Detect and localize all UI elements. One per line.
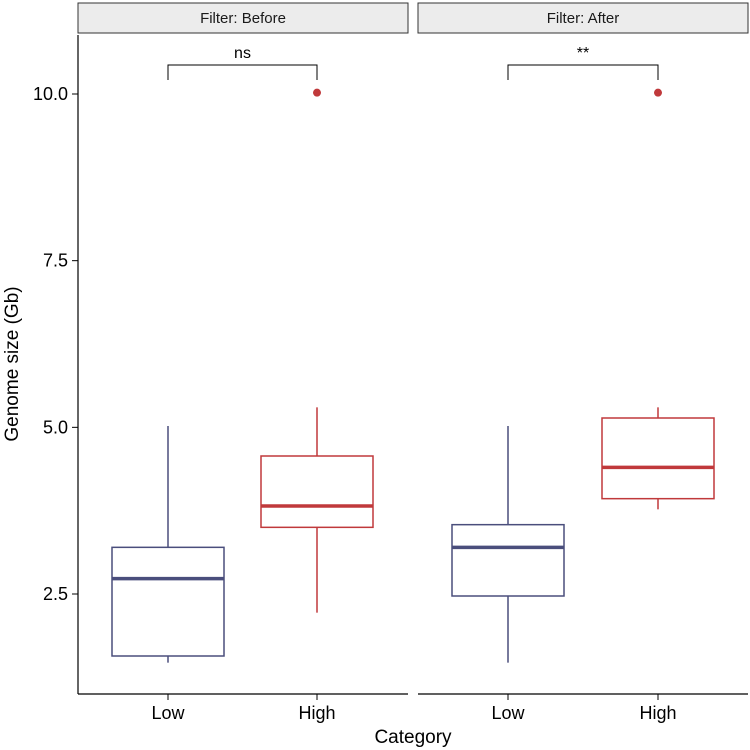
box-0-high-box [260, 455, 374, 529]
x-tick-label-low-1: Low [491, 703, 525, 723]
y-axis-title: Genome size (Gb) [2, 286, 23, 441]
box-1-high-box [601, 417, 715, 500]
box-0-low-box [111, 546, 225, 657]
x-tick-label-low-0: Low [151, 703, 185, 723]
panel-strip-1 [417, 2, 749, 34]
significance-bracket-0 [167, 64, 318, 80]
box-1-low-box [451, 523, 565, 597]
x-tick-label-high-1: High [639, 703, 676, 723]
significance-bracket-1 [507, 64, 659, 80]
x-axis-title: Category [374, 727, 452, 748]
significance-label-0: ns [234, 45, 251, 62]
significance-label-1: ** [577, 45, 589, 62]
panel-title-1: Filter: After [547, 10, 620, 27]
box-1-high-outlier-0 [654, 88, 662, 97]
panel-title-0: Filter: Before [200, 10, 286, 27]
y-tick-label-3: 10.0 [33, 84, 68, 104]
y-tick-label-1: 5.0 [43, 417, 68, 437]
panel-strip-0 [77, 2, 409, 34]
box-0-high-outlier-0 [313, 88, 321, 97]
y-tick-label-0: 2.5 [43, 584, 68, 604]
x-tick-label-high-0: High [298, 703, 335, 723]
y-tick-label-2: 7.5 [43, 251, 68, 271]
